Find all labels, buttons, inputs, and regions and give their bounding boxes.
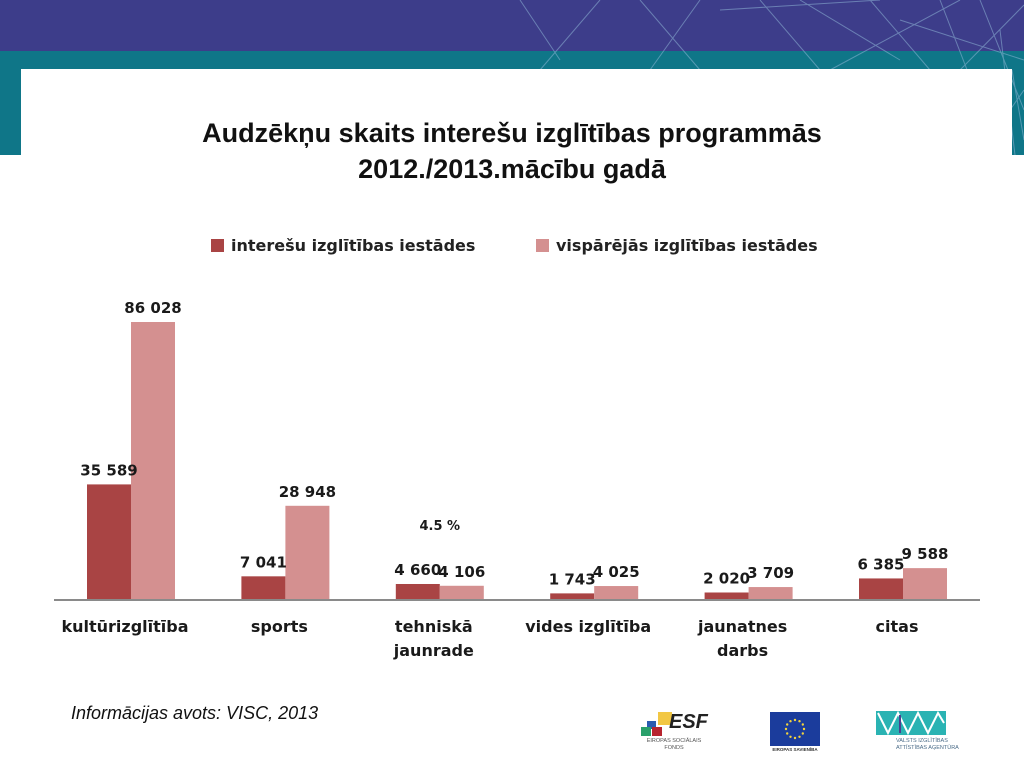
category-label: jaunrade: [393, 641, 474, 660]
category-label: citas: [876, 617, 919, 636]
data-label-series-2: 4 106: [438, 563, 485, 581]
data-label-series-2: 9 588: [902, 545, 949, 563]
category-label: tehniskā: [395, 617, 473, 636]
viaa-wave-icon: [876, 711, 946, 735]
eu-flag-logo: EIROPAS SAVIENĪBA: [770, 712, 820, 754]
data-label-series-2: 28 948: [279, 483, 336, 501]
bar-series-1-0: [87, 484, 131, 599]
category-label: sports: [251, 617, 308, 636]
annotation-label: 4.5 %: [420, 519, 461, 534]
bar-series-2-1: [285, 506, 329, 599]
bar-series-2-3: [594, 586, 638, 599]
bar-series-2-5: [903, 568, 947, 599]
esf-logo: ESF EIROPAS SOCIĀLAIS FONDS: [638, 710, 708, 758]
bar-series-1-1: [241, 576, 285, 599]
viaa-logo: VALSTS IZGLĪTĪBAS ATTĪSTĪBAS AĢENTŪRA: [876, 711, 960, 755]
bar-series-1-3: [550, 593, 594, 599]
bar-series-2-4: [749, 587, 793, 599]
data-label-series-2: 3 709: [747, 564, 794, 582]
bar-series-1-5: [859, 578, 903, 599]
category-label: darbs: [717, 641, 768, 660]
data-label-series-2: 86 028: [124, 299, 181, 317]
source-note: Informācijas avots: VISC, 2013: [71, 703, 318, 724]
data-label-series-1: 6 385: [858, 555, 905, 573]
category-label: vides izglītība: [525, 617, 651, 636]
eu-flag-icon: [770, 712, 820, 746]
bar-series-1-2: [396, 584, 440, 599]
data-label-series-1: 1 743: [549, 570, 596, 588]
data-label-series-1: 4 660: [394, 561, 441, 579]
category-label: kultūrizglītība: [61, 617, 188, 636]
data-label-series-1: 7 041: [240, 553, 287, 571]
bar-series-2-2: [440, 586, 484, 599]
category-label: jaunatnes: [697, 617, 787, 636]
data-label-series-1: 2 020: [703, 569, 750, 587]
bar-series-1-4: [705, 592, 749, 599]
data-label-series-1: 35 589: [80, 461, 137, 479]
data-label-series-2: 4 025: [593, 563, 640, 581]
